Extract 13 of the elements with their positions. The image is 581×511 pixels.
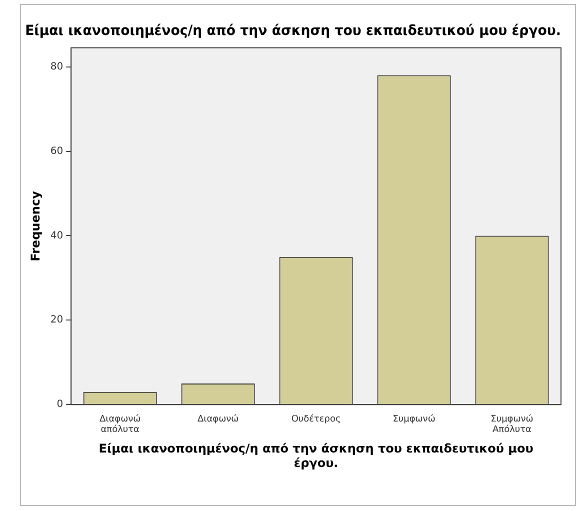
x-tick-label: Ουδέτερος — [291, 413, 341, 424]
y-tick-label: 80 — [50, 61, 64, 72]
y-tick-label: 0 — [56, 399, 64, 410]
chart-title: Είμαι ικανοποιημένος/η από την άσκηση του εκπαιδευτικού μου έργου. — [25, 22, 561, 40]
x-tick-label: Διαφωνώ — [197, 413, 239, 424]
y-tick-label: 60 — [50, 146, 64, 157]
y-tick-label: 40 — [50, 230, 64, 242]
y-axis-title: Frequency — [28, 190, 42, 262]
x-tick-label: Διαφωνώ απόλυτα — [100, 413, 141, 436]
x-tick-label: Συμφωνώ Απόλυτα — [490, 413, 534, 436]
y-tick-label: 20 — [50, 314, 64, 326]
x-axis-title: Είμαι ικανοποιημένος/η από την άσκηση του εκπαιδευτικού μου έργου. — [98, 442, 534, 470]
x-tick-label: Συμφωνώ — [392, 413, 436, 424]
